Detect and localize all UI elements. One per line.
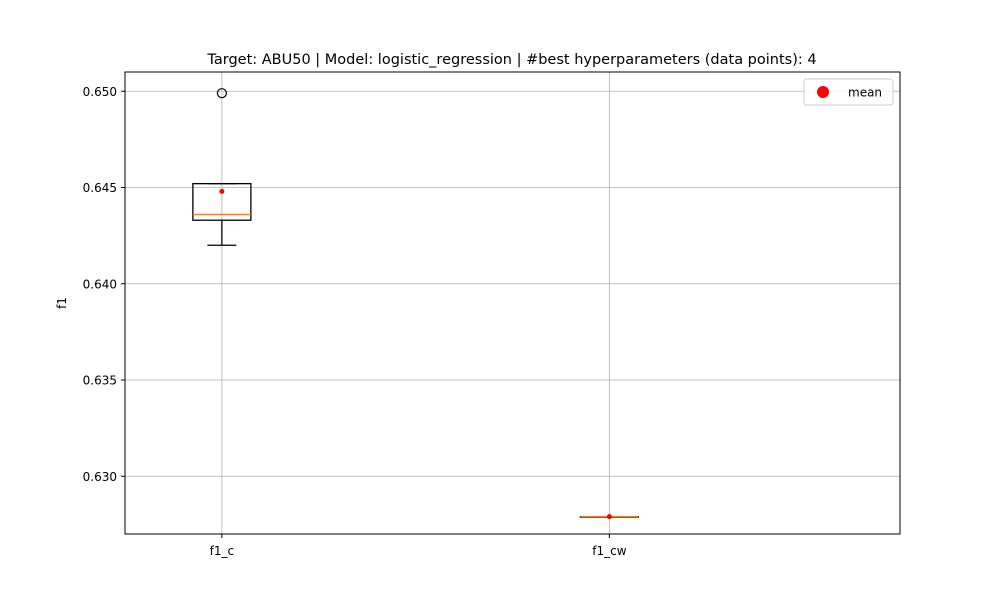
- y-tick-label: 0.635: [83, 374, 117, 388]
- legend-label-mean: mean: [848, 86, 882, 100]
- boxes: [192, 88, 640, 520]
- x-tick-label: f1_cw: [592, 544, 626, 558]
- axes: 0.630 0.635 0.640 0.645 0.650 f1_c f1_cw: [83, 85, 627, 558]
- plot-frame: [124, 71, 901, 535]
- y-tick-label: 0.640: [83, 277, 117, 291]
- box-f1_c: [192, 88, 252, 246]
- chart-title: Target: ABU50 | Model: logistic_regressi…: [206, 52, 816, 68]
- y-tick-label: 0.630: [83, 470, 117, 484]
- legend-frame: [803, 78, 894, 106]
- legend-marker-mean: [817, 86, 829, 98]
- y-axis-label: f1: [55, 297, 69, 309]
- y-tick-label: 0.645: [83, 181, 117, 195]
- y-tick-label: 0.650: [83, 85, 117, 99]
- outlier-point: [216, 88, 227, 99]
- legend: mean: [803, 78, 894, 106]
- grid-lines: [125, 72, 900, 534]
- box-f1_cw: [579, 514, 640, 520]
- box-iqr: [192, 182, 252, 221]
- x-tick-label: f1_c: [210, 544, 234, 558]
- mean-point: [219, 188, 225, 194]
- mean-point: [606, 514, 612, 520]
